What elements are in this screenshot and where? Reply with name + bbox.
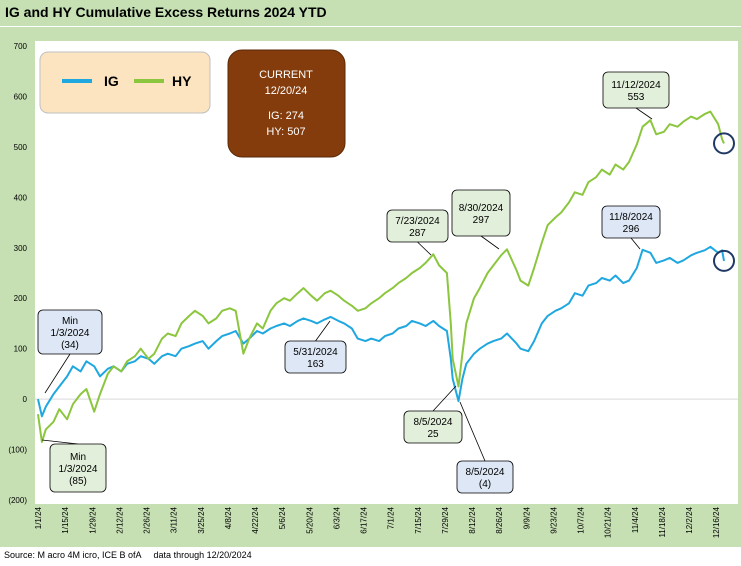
annotation-text: 8/30/2024 bbox=[459, 203, 504, 214]
y-tick-label: 700 bbox=[14, 42, 28, 51]
annotation-box bbox=[451, 189, 511, 237]
x-tick-label: 10/21/24 bbox=[604, 506, 613, 538]
y-tick-label: (200) bbox=[8, 496, 27, 505]
ig-endpoint-circle bbox=[713, 249, 735, 272]
x-tick-label: 12/2/24 bbox=[685, 506, 694, 533]
annotation-box bbox=[601, 205, 661, 239]
current-box-text: CURRENT bbox=[259, 69, 313, 81]
annotation-text: 8/5/2024 bbox=[414, 417, 453, 428]
x-tick-label: 1/29/24 bbox=[88, 506, 97, 533]
x-tick-label: 4/8/24 bbox=[224, 506, 233, 529]
annotation-text: 553 bbox=[628, 92, 645, 103]
annotation-box bbox=[403, 410, 463, 444]
annotation-box bbox=[602, 71, 670, 109]
annotation-text: Min bbox=[62, 316, 78, 327]
annotation-leader bbox=[459, 401, 486, 462]
source-note: Source: M acro 4M icro, ICE B ofA data t… bbox=[4, 550, 252, 560]
title-bar: IG and HY Cumulative Excess Returns 2024… bbox=[0, 0, 741, 26]
x-tick-label: 9/23/24 bbox=[549, 506, 558, 533]
x-tick-label: 3/25/24 bbox=[197, 506, 206, 533]
x-tick-label: 9/9/24 bbox=[522, 506, 531, 529]
hy-endpoint-circle bbox=[713, 132, 735, 155]
y-tick-label: 500 bbox=[14, 143, 28, 152]
annotation-text: Min bbox=[70, 452, 86, 463]
legend-box bbox=[39, 51, 211, 114]
annotation-leader bbox=[41, 439, 79, 445]
annotation-leader bbox=[480, 235, 500, 250]
x-tick-label: 10/7/24 bbox=[577, 506, 586, 533]
annotation-text: 287 bbox=[409, 228, 426, 239]
annotation-text: 297 bbox=[473, 215, 490, 226]
y-tick-label: 0 bbox=[23, 395, 28, 404]
annotation-leader bbox=[417, 241, 432, 256]
x-tick-label: 7/29/24 bbox=[441, 506, 450, 533]
annotation-box bbox=[37, 309, 103, 355]
x-tick-label: 2/12/24 bbox=[115, 506, 124, 533]
x-tick-label: 6/3/24 bbox=[332, 506, 341, 529]
annotation-text: (4) bbox=[479, 479, 491, 490]
legend-ig-label: IG bbox=[104, 73, 119, 89]
y-tick-label: 400 bbox=[14, 193, 28, 202]
x-tick-label: 8/26/24 bbox=[495, 506, 504, 533]
x-tick-label: 2/26/24 bbox=[143, 506, 152, 533]
current-box bbox=[227, 49, 346, 158]
annotation-text: 5/31/2024 bbox=[293, 347, 338, 358]
x-tick-label: 4/22/24 bbox=[251, 506, 260, 533]
x-tick-label: 5/6/24 bbox=[278, 506, 287, 529]
current-box-text: IG: 274 bbox=[268, 110, 304, 122]
annotation-box bbox=[456, 460, 514, 494]
annotation-text: (34) bbox=[61, 340, 79, 351]
y-tick-label: 100 bbox=[14, 345, 28, 354]
legend-hy-label: HY bbox=[172, 73, 192, 89]
annotation-leader bbox=[44, 353, 71, 394]
annotation-box bbox=[386, 209, 449, 243]
series-line-ig bbox=[37, 245, 725, 418]
annotation-box bbox=[284, 340, 347, 374]
annotation-text: 1/3/2024 bbox=[59, 464, 98, 475]
x-tick-label: 12/16/24 bbox=[712, 506, 721, 538]
annotation-text: 1/3/2024 bbox=[51, 328, 90, 339]
current-box-text: 12/20/24 bbox=[265, 85, 308, 97]
annotation-leader bbox=[432, 385, 457, 412]
y-tick-label: (100) bbox=[8, 446, 27, 455]
annotation-text: 25 bbox=[427, 429, 439, 440]
x-tick-label: 3/11/24 bbox=[170, 506, 179, 533]
annotation-text: 7/23/2024 bbox=[395, 216, 440, 227]
x-tick-label: 7/1/24 bbox=[387, 506, 396, 529]
y-tick-label: 300 bbox=[14, 244, 28, 253]
annotation-text: 163 bbox=[307, 359, 324, 370]
annotation-box bbox=[49, 443, 107, 493]
annotation-leader bbox=[635, 107, 653, 120]
annotation-leader bbox=[630, 237, 641, 250]
annotation-text: 11/12/2024 bbox=[611, 80, 661, 91]
plot-area bbox=[35, 41, 738, 504]
x-tick-label: 11/4/24 bbox=[631, 506, 640, 533]
x-tick-label: 1/15/24 bbox=[61, 506, 70, 533]
y-tick-label: 600 bbox=[14, 92, 28, 101]
annotation-text: 8/5/2024 bbox=[466, 467, 505, 478]
x-tick-label: 7/15/24 bbox=[414, 506, 423, 533]
y-tick-label: 200 bbox=[14, 294, 28, 303]
annotation-text: 11/8/2024 bbox=[609, 212, 653, 223]
x-tick-label: 8/12/24 bbox=[468, 506, 477, 533]
current-box-text: HY: 507 bbox=[266, 126, 305, 138]
annotation-leader bbox=[315, 320, 331, 342]
x-tick-label: 6/17/24 bbox=[360, 506, 369, 533]
chart-title: IG and HY Cumulative Excess Returns 2024… bbox=[5, 4, 327, 20]
annotation-text: (85) bbox=[69, 476, 87, 487]
annotation-text: 296 bbox=[623, 224, 640, 235]
series-line-hy bbox=[37, 110, 725, 443]
x-tick-label: 11/18/24 bbox=[658, 506, 667, 537]
x-tick-label: 1/1/24 bbox=[34, 506, 43, 529]
x-tick-label: 5/20/24 bbox=[305, 506, 314, 533]
